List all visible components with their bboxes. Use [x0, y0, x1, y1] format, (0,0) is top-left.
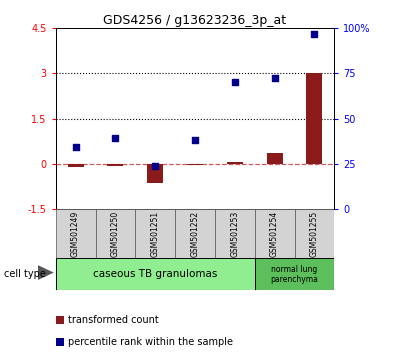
Bar: [135, 209, 175, 258]
Text: caseous TB granulomas: caseous TB granulomas: [93, 269, 217, 279]
Bar: [267, 153, 283, 164]
Text: GSM501249: GSM501249: [71, 211, 80, 257]
Bar: [227, 162, 243, 164]
Text: normal lung
parenchyma: normal lung parenchyma: [271, 265, 318, 284]
Point: [72, 144, 79, 150]
Point: [152, 163, 158, 169]
Text: percentile rank within the sample: percentile rank within the sample: [68, 337, 234, 347]
Bar: [255, 209, 295, 258]
Polygon shape: [38, 265, 54, 280]
Bar: [306, 74, 322, 164]
Bar: [175, 209, 215, 258]
Bar: [187, 164, 203, 165]
Bar: [147, 164, 163, 183]
Bar: [56, 316, 64, 324]
Bar: [215, 209, 255, 258]
Point: [311, 32, 318, 37]
Point: [192, 137, 198, 143]
Point: [271, 75, 278, 81]
Bar: [56, 338, 64, 346]
Title: GDS4256 / g13623236_3p_at: GDS4256 / g13623236_3p_at: [103, 14, 287, 27]
Text: GSM501253: GSM501253: [230, 211, 239, 257]
Bar: [107, 164, 123, 166]
Point: [112, 135, 119, 141]
Bar: [295, 209, 334, 258]
Point: [232, 80, 238, 85]
Text: GSM501255: GSM501255: [310, 211, 319, 257]
Text: transformed count: transformed count: [68, 315, 159, 325]
Text: GSM501250: GSM501250: [111, 211, 120, 257]
Text: GSM501251: GSM501251: [151, 211, 160, 257]
Bar: [255, 258, 334, 290]
Bar: [68, 164, 84, 167]
Bar: [96, 209, 135, 258]
Text: GSM501254: GSM501254: [270, 211, 279, 257]
Bar: [56, 209, 96, 258]
Text: GSM501252: GSM501252: [191, 211, 199, 257]
Bar: [56, 258, 255, 290]
Text: cell type: cell type: [4, 269, 46, 279]
